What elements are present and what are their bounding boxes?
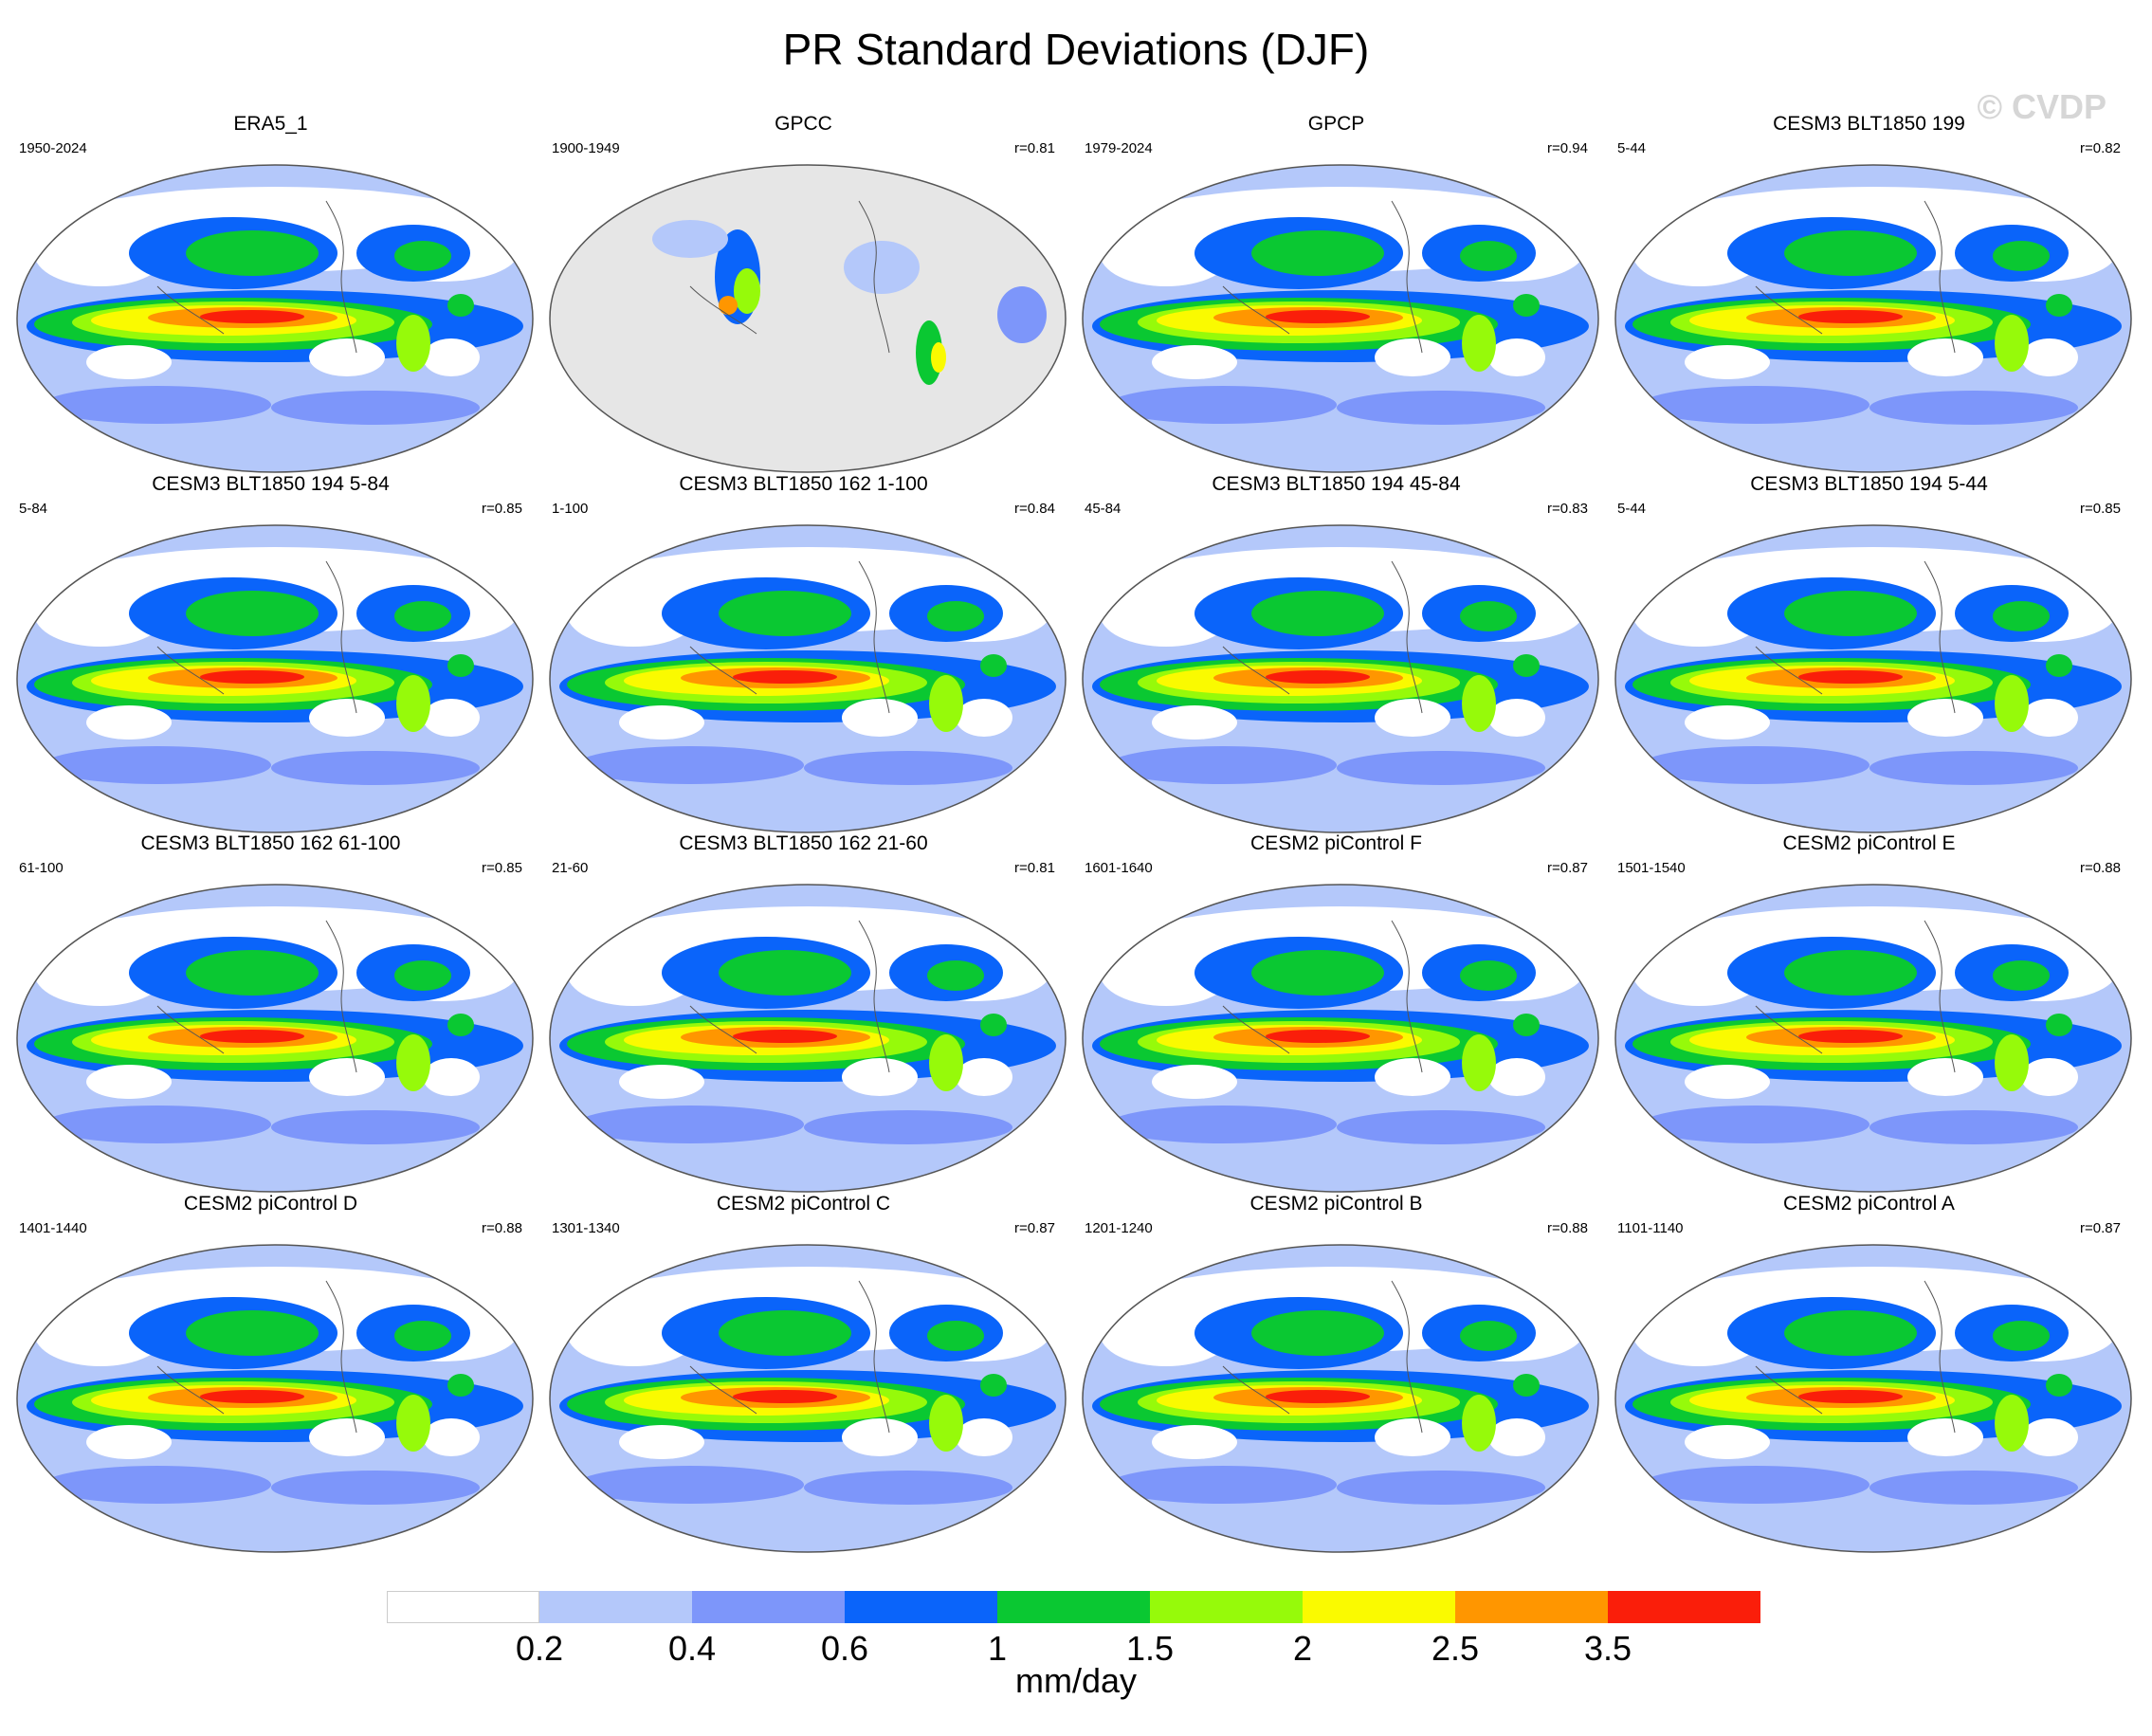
colorbar-swatch (387, 1591, 539, 1623)
panel-correlation: r=0.85 (482, 501, 522, 517)
colorbar-tick-label: 0.4 (667, 1629, 717, 1668)
map-panel: CESM3 BLT1850 162 1-100 1-100 r=0.84 (537, 472, 1070, 842)
panel-years: 61-100 (19, 860, 64, 876)
panel-years: 1900-1949 (552, 140, 620, 156)
map-panel: CESM2 piControl D 1401-1440 r=0.88 (4, 1192, 538, 1562)
robinson-map (549, 884, 1067, 1193)
panel-years: 21-60 (552, 860, 589, 876)
robinson-map (16, 524, 534, 833)
panel-years: 1101-1140 (1617, 1220, 1684, 1236)
colorbar-tick-label: 1 (987, 1629, 1008, 1668)
map-panel: CESM3 BLT1850 162 61-100 61-100 r=0.85 (4, 831, 538, 1201)
colorbar-tick-label: 0.2 (515, 1629, 564, 1668)
map-panel: CESM3 BLT1850 194 5-84 5-84 r=0.85 (4, 472, 538, 842)
colorbar-swatch (539, 1591, 692, 1623)
colorbar-units: mm/day (1014, 1661, 1138, 1700)
panel-years: 5-44 (1617, 140, 1647, 156)
panel-title: CESM3 BLT1850 199 (1773, 113, 1965, 135)
panel-correlation: r=0.88 (2080, 860, 2121, 876)
panel-years: 1201-1240 (1085, 1220, 1153, 1236)
map-panel: ERA5_1 1950-2024 (4, 112, 538, 482)
panel-correlation: r=0.88 (482, 1220, 522, 1236)
map-panel: CESM2 piControl F 1601-1640 r=0.87 (1069, 831, 1603, 1201)
robinson-map (549, 1244, 1067, 1553)
panel-title: CESM2 piControl E (1782, 832, 1956, 854)
panel-title: CESM2 piControl F (1250, 832, 1422, 854)
panel-correlation: r=0.87 (1547, 860, 1588, 876)
robinson-map (1082, 164, 1599, 473)
panel-years: 5-84 (19, 501, 48, 517)
robinson-map (549, 164, 1067, 473)
panel-title: CESM2 piControl A (1783, 1193, 1955, 1215)
panel-title: CESM2 piControl B (1249, 1193, 1423, 1215)
figure-title: PR Standard Deviations (DJF) (782, 25, 1370, 74)
colorbar-swatch (1150, 1591, 1303, 1623)
panel-title: GPCP (1307, 113, 1365, 135)
map-panel: GPCC 1900-1949 r=0.81 (537, 112, 1070, 482)
colorbar-swatch (692, 1591, 845, 1623)
colorbar-tick-label: 0.6 (820, 1629, 869, 1668)
panel-years: 5-44 (1617, 501, 1647, 517)
colorbar-swatch (1608, 1591, 1760, 1623)
panel-title: CESM3 BLT1850 194 45-84 (1212, 473, 1461, 495)
panel-title: CESM2 piControl C (716, 1193, 891, 1215)
robinson-map (16, 1244, 534, 1553)
colorbar-tick-label: 2.5 (1431, 1629, 1480, 1668)
colorbar-swatch (1455, 1591, 1608, 1623)
panel-years: 1601-1640 (1085, 860, 1153, 876)
robinson-map (16, 164, 534, 473)
panel-years: 1301-1340 (552, 1220, 620, 1236)
panel-correlation: r=0.87 (2080, 1220, 2121, 1236)
map-panel: CESM2 piControl E 1501-1540 r=0.88 (1602, 831, 2136, 1201)
panel-correlation: r=0.87 (1014, 1220, 1055, 1236)
robinson-map (1614, 524, 2132, 833)
panel-correlation: r=0.85 (2080, 501, 2121, 517)
robinson-map (1614, 884, 2132, 1193)
cvdp-watermark: © CVDP (1977, 87, 2106, 126)
map-panel: CESM3 BLT1850 194 5-44 5-44 r=0.85 (1602, 472, 2136, 842)
panel-years: 1-100 (552, 501, 589, 517)
panel-years: 1950-2024 (19, 140, 87, 156)
panel-correlation: r=0.82 (2080, 140, 2121, 156)
robinson-map (1082, 884, 1599, 1193)
robinson-map (16, 884, 534, 1193)
panel-years: 1979-2024 (1085, 140, 1153, 156)
robinson-map (1614, 1244, 2132, 1553)
panel-correlation: r=0.94 (1547, 140, 1588, 156)
colorbar-tick-label: 1.5 (1125, 1629, 1175, 1668)
colorbar-swatch (997, 1591, 1150, 1623)
map-panel: GPCP 1979-2024 r=0.94 (1069, 112, 1603, 482)
panel-title: CESM3 BLT1850 194 5-44 (1750, 473, 1988, 495)
colorbar-swatch (845, 1591, 997, 1623)
panel-title: CESM2 piControl D (183, 1193, 358, 1215)
map-panel: CESM2 piControl A 1101-1140 r=0.87 (1602, 1192, 2136, 1562)
map-panel: CESM3 BLT1850 199 5-44 r=0.82 (1602, 112, 2136, 482)
panel-correlation: r=0.83 (1547, 501, 1588, 517)
panel-correlation: r=0.88 (1547, 1220, 1588, 1236)
panel-correlation: r=0.84 (1014, 501, 1055, 517)
robinson-map (549, 524, 1067, 833)
colorbar-tick-label: 3.5 (1583, 1629, 1632, 1668)
colorbar-swatch (1303, 1591, 1455, 1623)
robinson-map (1082, 524, 1599, 833)
panel-title: CESM3 BLT1850 162 21-60 (679, 832, 928, 854)
panel-title: GPCC (775, 113, 832, 135)
robinson-map (1082, 1244, 1599, 1553)
panel-years: 1401-1440 (19, 1220, 87, 1236)
panel-title: ERA5_1 (233, 113, 308, 135)
robinson-map (1614, 164, 2132, 473)
colorbar-tick-label: 2 (1292, 1629, 1313, 1668)
panel-years: 1501-1540 (1617, 860, 1686, 876)
panel-title: CESM3 BLT1850 162 1-100 (679, 473, 928, 495)
map-panel: CESM3 BLT1850 162 21-60 21-60 r=0.81 (537, 831, 1070, 1201)
panel-correlation: r=0.81 (1014, 860, 1055, 876)
map-panel: CESM2 piControl B 1201-1240 r=0.88 (1069, 1192, 1603, 1562)
map-panel: CESM3 BLT1850 194 45-84 45-84 r=0.83 (1069, 472, 1603, 842)
panel-correlation: r=0.81 (1014, 140, 1055, 156)
panel-title: CESM3 BLT1850 162 61-100 (140, 832, 401, 854)
panel-years: 45-84 (1085, 501, 1122, 517)
map-panel: CESM2 piControl C 1301-1340 r=0.87 (537, 1192, 1070, 1562)
panel-title: CESM3 BLT1850 194 5-84 (152, 473, 390, 495)
panel-correlation: r=0.85 (482, 860, 522, 876)
